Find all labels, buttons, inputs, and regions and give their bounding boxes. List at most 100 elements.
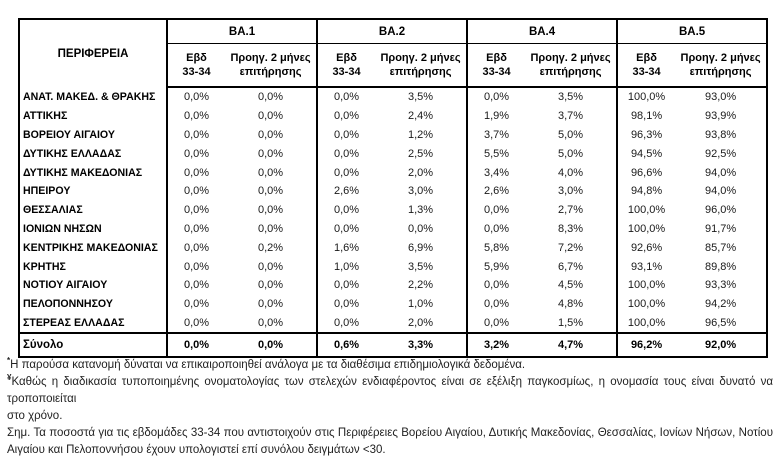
value-cell: 0,0%	[316, 163, 376, 182]
value-cell: 94,2%	[704, 298, 737, 311]
value-cell: 0,0%	[257, 222, 284, 235]
value-cell: 0,0%	[257, 204, 284, 217]
value-cell: 94,5%	[616, 144, 676, 164]
value-cell: 1,3%	[407, 204, 434, 217]
total-value-cell: 3,2%	[466, 332, 526, 358]
group-header-ba1: BA.1	[165, 19, 318, 44]
footnote-updatable: *Η παρούσα κατανομή δύναται να επικαιροπ…	[7, 357, 773, 374]
footnote-marker-asterisk: *	[7, 356, 11, 366]
value-cell: 0,0%	[257, 91, 284, 104]
region-name: ΘΕΣΣΑΛΙΑΣ	[19, 200, 168, 220]
value-cell: 3,5%	[407, 91, 434, 104]
subheader-week-ba4: Εβδ 33-34	[466, 43, 526, 88]
value-cell: 93,3%	[704, 279, 737, 292]
table-row: ΗΠΕΙΡΟΥ 0,0% 0,0% 2,6% 3,0% 2,6% 3,0% 94,8% 94,0…	[19, 181, 767, 201]
value-cell: 6,9%	[407, 241, 434, 254]
value-cell: 4,8%	[558, 298, 584, 311]
subheader-week-ba5: Εβδ 33-34	[616, 43, 676, 88]
table-row: ΘΕΣΣΑΛΙΑΣ 0,0% 0,0% 0,0% 1,3% 0,0% 2,7% 100,0% 9…	[19, 200, 767, 220]
region-name: ΣΤΕΡΕΑΣ ΕΛΛΑΔΑΣ	[19, 313, 168, 334]
value-cell: 96,5%	[704, 316, 737, 329]
value-cell: 3,5%	[407, 260, 434, 273]
total-value-cell: 4,7%	[525, 332, 618, 358]
value-cell: 3,4%	[466, 163, 526, 182]
value-cell: 3,5%	[558, 91, 584, 104]
value-cell: 0,0%	[166, 200, 225, 220]
value-cell: 6,7%	[558, 260, 584, 273]
footnote-text: Σημ. Τα ποσοστά για τις εβδομάδες 33-34 …	[7, 427, 773, 456]
value-cell: 4,5%	[558, 279, 584, 292]
value-cell: 0,0%	[316, 125, 376, 145]
value-cell: 4,0%	[558, 166, 584, 179]
value-cell: 96,0%	[704, 204, 737, 217]
total-value-cell: 96,2%	[616, 332, 676, 358]
footnote-nomenclature: ¥Καθώς η διαδικασία τυποποιημένης ονοματ…	[7, 374, 773, 425]
value-cell: 1,5%	[558, 316, 584, 329]
region-name: ΗΠΕΙΡΟΥ	[19, 181, 168, 201]
value-cell: 100,0%	[616, 87, 676, 107]
footnote-marker-yen: ¥	[7, 373, 12, 383]
value-cell: 2,2%	[407, 279, 434, 292]
table-row: ΣΤΕΡΕΑΣ ΕΛΛΑΔΑΣ 0,0% 0,0% 0,0% 2,0% 0,0% 1,5% 1…	[19, 313, 767, 334]
region-name: ΝΟΤΙΟΥ ΑΙΓΑΙΟΥ	[19, 275, 168, 295]
value-cell: 2,6%	[316, 181, 376, 201]
value-cell: 0,0%	[166, 125, 225, 145]
value-cell: 100,0%	[616, 219, 676, 239]
value-cell: 5,0%	[558, 128, 584, 141]
value-cell: 0,0%	[466, 313, 526, 334]
region-name: ΚΡΗΤΗΣ	[19, 257, 168, 276]
value-cell: 92,6%	[616, 238, 676, 258]
value-cell: 1,6%	[316, 238, 376, 258]
value-cell: 100,0%	[616, 313, 676, 334]
value-cell: 0,0%	[466, 200, 526, 220]
value-cell: 94,0%	[704, 166, 737, 179]
value-cell: 0,0%	[316, 313, 376, 334]
value-cell: 100,0%	[616, 294, 676, 314]
table-row: ΝΟΤΙΟΥ ΑΙΓΑΙΟΥ 0,0% 0,0% 0,0% 2,2% 0,0% 4,5% 10…	[19, 275, 767, 295]
total-value-cell: 0,0%	[225, 332, 318, 358]
value-cell: 5,8%	[466, 238, 526, 258]
document-sheet: ΠΕΡΙΦΕΡΕΙΑ BA.1 BA.2 BA.4 BA.5 Εβδ 33-34…	[18, 18, 769, 359]
value-cell: 96,3%	[616, 125, 676, 145]
region-column-header: ΠΕΡΙΦΕΡΕΙΑ	[19, 19, 168, 87]
value-cell: 2,4%	[407, 110, 434, 123]
value-cell: 96,6%	[616, 163, 676, 182]
value-cell: 93,9%	[704, 110, 737, 123]
total-row: Σύνολο 0,0% 0,0% 0,6% 3,3% 3,2% 4,7% 96,…	[19, 332, 768, 358]
value-cell: 0,0%	[466, 219, 526, 239]
value-cell: 0,0%	[316, 87, 376, 107]
value-cell: 0,0%	[316, 219, 376, 239]
value-cell: 0,0%	[257, 166, 284, 179]
value-cell: 0,0%	[257, 185, 284, 198]
table-header: ΠΕΡΙΦΕΡΕΙΑ BA.1 BA.2 BA.4 BA.5 Εβδ 33-34…	[19, 19, 768, 88]
value-cell: 93,0%	[704, 91, 737, 104]
value-cell: 5,9%	[466, 257, 526, 276]
value-cell: 0,0%	[316, 294, 376, 314]
value-cell: 93,1%	[616, 257, 676, 276]
value-cell: 0,0%	[166, 313, 225, 334]
group-header-ba5: BA.5	[616, 19, 768, 44]
value-cell: 94,0%	[704, 185, 737, 198]
value-cell: 0,0%	[166, 106, 225, 126]
value-cell: 94,8%	[616, 181, 676, 201]
subheader-week-ba1: Εβδ 33-34	[166, 43, 225, 88]
group-header-ba4: BA.4	[466, 19, 618, 44]
region-name: ΔΥΤΙΚΗΣ ΜΑΚΕΔΟΝΙΑΣ	[19, 163, 168, 182]
value-cell: 2,5%	[407, 147, 434, 160]
value-cell: 5,0%	[558, 147, 584, 160]
value-cell: 0,0%	[466, 294, 526, 314]
region-name: ΠΕΛΟΠΟΝΝΗΣΟΥ	[19, 294, 168, 314]
value-cell: 0,0%	[257, 298, 284, 311]
table-row: ΒΟΡΕΙΟΥ ΑΙΓΑΙΟΥ 0,0% 0,0% 0,0% 1,2% 3,7% 5,0% 9…	[19, 125, 767, 145]
table-row: ΔΥΤΙΚΗΣ ΜΑΚΕΔΟΝΙΑΣ 0,0% 0,0% 0,0% 2,0% 3,4% 4,…	[19, 163, 767, 182]
table-row: ΑΤΤΙΚΗΣ 0,0% 0,0% 0,0% 2,4% 1,9% 3,7% 98,1% 93,9…	[19, 106, 767, 126]
total-value-cell: 92,0%	[675, 332, 768, 358]
value-cell: 0,0%	[166, 144, 225, 164]
value-cell: 0,0%	[257, 110, 284, 123]
total-value-cell: 0,0%	[166, 332, 225, 358]
table-row: ΔΥΤΙΚΗΣ ΕΛΛΑΔΑΣ 0,0% 0,0% 0,0% 2,5% 5,5% 5,0% 9…	[19, 144, 767, 164]
value-cell: 93,8%	[704, 128, 737, 141]
variant-distribution-table: ΠΕΡΙΦΕΡΕΙΑ BA.1 BA.2 BA.4 BA.5 Εβδ 33-34…	[18, 18, 769, 359]
total-label: Σύνολο	[19, 332, 168, 358]
value-cell: 0,0%	[466, 87, 526, 107]
